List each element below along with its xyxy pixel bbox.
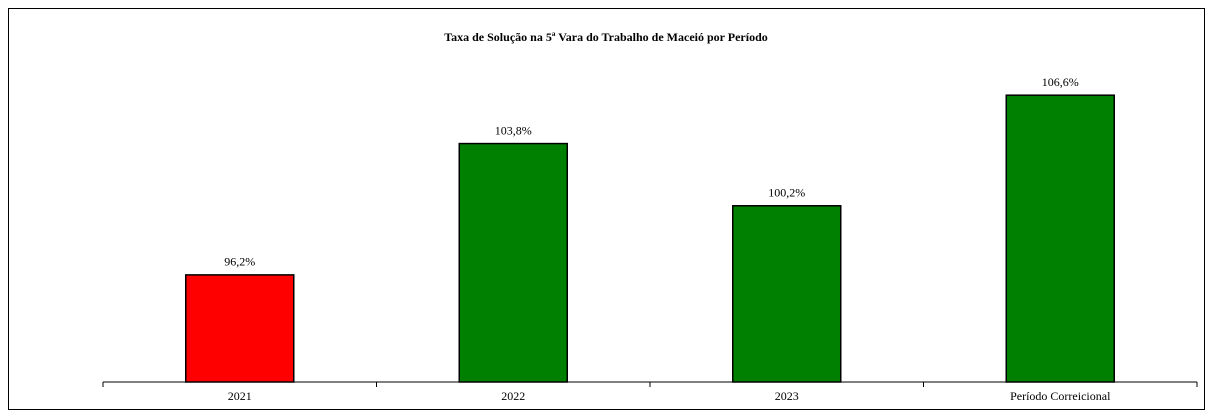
data-label: 100,2% xyxy=(768,186,805,200)
data-label: 103,8% xyxy=(495,123,532,137)
x-tick-label: Período Correicional xyxy=(1010,389,1111,403)
bar xyxy=(185,274,295,383)
x-tick-label: 2023 xyxy=(775,389,799,403)
data-label: 96,2% xyxy=(224,255,255,269)
bar xyxy=(458,142,568,383)
x-tick-label: 2021 xyxy=(228,389,252,403)
x-tick-label: 2022 xyxy=(501,389,525,403)
bar xyxy=(732,205,842,383)
chart-title: Taxa de Solução na 5ª Vara do Trabalho d… xyxy=(444,30,768,44)
data-label: 106,6% xyxy=(1042,75,1079,89)
bar xyxy=(1005,94,1115,383)
